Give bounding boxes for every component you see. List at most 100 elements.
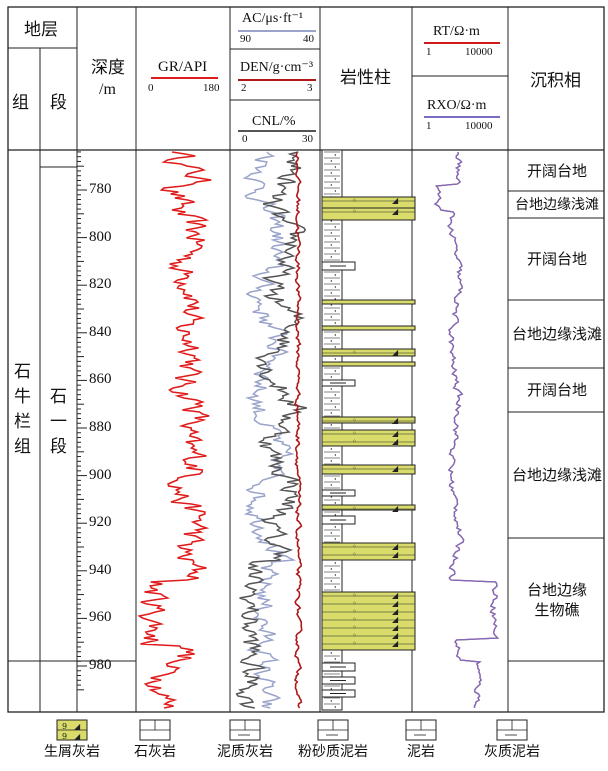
lithology-dot bbox=[334, 250, 337, 252]
lithology-dot bbox=[330, 400, 333, 402]
bed-symbol: ◢ bbox=[392, 550, 399, 559]
lithology-dot bbox=[334, 502, 337, 504]
legend-swatch-calcareous-mudstone bbox=[496, 719, 528, 741]
bed-symbol: ◢ bbox=[392, 429, 399, 438]
rxo-curve bbox=[433, 151, 500, 708]
strata-header: 地层 bbox=[24, 20, 58, 40]
lithology-dot bbox=[334, 298, 337, 300]
legend-symbol: ◢ bbox=[74, 722, 81, 731]
facies-label: 台地边缘浅滩 bbox=[511, 325, 602, 343]
bioclastic-bed bbox=[321, 348, 416, 357]
legend-swatch-bioclastic-limestone: 9 ◢ 9 ◢ bbox=[56, 719, 88, 741]
legend-label: 生屑灰岩 bbox=[44, 744, 100, 760]
lithology-dot bbox=[330, 316, 333, 318]
gr-label: GR/API bbox=[158, 59, 208, 75]
lithology-dot bbox=[330, 280, 333, 282]
lithology-dot bbox=[334, 562, 337, 564]
bed-symbol: ◦ bbox=[352, 504, 357, 513]
lithology-dot bbox=[330, 304, 333, 306]
legend-swatch-mudstone bbox=[405, 719, 437, 741]
depth-header: 深度 bbox=[91, 58, 125, 78]
facies-label: 台地边缘浅滩 bbox=[511, 466, 602, 484]
lithology-dot bbox=[330, 376, 333, 378]
legend-label: 石灰岩 bbox=[134, 744, 176, 760]
member-header: 段 bbox=[50, 93, 67, 113]
lithology-dot bbox=[330, 652, 333, 654]
depth-unit: /m bbox=[99, 81, 116, 98]
cnl-label: CNL/% bbox=[252, 114, 296, 129]
rxo-min: 1 bbox=[426, 120, 432, 132]
lithology-dot bbox=[334, 586, 337, 588]
lithology-dot bbox=[334, 406, 337, 408]
bed-symbol: ◦ bbox=[352, 348, 357, 357]
lithology-dot bbox=[334, 154, 337, 156]
depth-tick-label: 820 bbox=[89, 276, 112, 293]
rt-curve bbox=[433, 151, 500, 708]
lithology-dot bbox=[334, 574, 337, 576]
bed-symbol: ◦ bbox=[352, 591, 357, 600]
bed-symbol: ◢ bbox=[392, 623, 399, 632]
bed-symbol: ◦ bbox=[352, 550, 357, 559]
bioclastic-bed bbox=[321, 429, 416, 447]
facies-label: 台地边缘生物礁 bbox=[526, 580, 587, 619]
frame-border bbox=[7, 6, 605, 713]
ac-curve bbox=[242, 151, 297, 709]
lithology-dot bbox=[330, 424, 333, 426]
lithology-dot bbox=[334, 322, 337, 324]
lithology-dot bbox=[330, 244, 333, 246]
lithology-dot bbox=[334, 346, 337, 348]
facies-header: 沉积相 bbox=[530, 71, 581, 91]
bed-symbol: ◦ bbox=[352, 607, 357, 616]
bed-symbol: ◢ bbox=[392, 607, 399, 616]
lithology-dot bbox=[330, 220, 333, 222]
legend-label: 泥质灰岩 bbox=[217, 744, 273, 760]
lithology-dot bbox=[334, 274, 337, 276]
depth-tick-label: 960 bbox=[89, 609, 112, 626]
ac-label: AC/μs·ft⁻¹ bbox=[242, 11, 304, 26]
bioclastic-bed bbox=[321, 207, 416, 221]
lithology-dot bbox=[330, 568, 333, 570]
table-frame bbox=[7, 6, 605, 713]
bed-symbol: ◢ bbox=[392, 196, 399, 205]
depth-tick-label: 800 bbox=[89, 228, 112, 245]
legend-swatch-silty-mudstone bbox=[317, 719, 349, 741]
lithology-dot bbox=[330, 412, 333, 414]
facies-label: 开阔台地 bbox=[526, 381, 587, 399]
facies-label: 开阔台地 bbox=[526, 161, 587, 180]
lithology-dot bbox=[334, 514, 337, 516]
bed-symbol: ◦ bbox=[352, 631, 357, 640]
lithology-dot bbox=[334, 454, 337, 456]
bed-symbol: ◦ bbox=[352, 196, 357, 205]
lithology-dot bbox=[334, 226, 337, 228]
bed-symbol: ◢ bbox=[392, 631, 399, 640]
bed-symbol: ◢ bbox=[392, 615, 399, 624]
legend-label: 泥岩 bbox=[407, 744, 435, 760]
bioclastic-bed bbox=[321, 299, 416, 305]
lithology-dot bbox=[334, 310, 337, 312]
depth-tick-marks bbox=[77, 151, 87, 691]
lithology-dot bbox=[330, 460, 333, 462]
lithology-dot bbox=[330, 532, 333, 534]
lithology-dot bbox=[334, 370, 337, 372]
cnl-max: 30 bbox=[302, 133, 313, 145]
bed-symbol: ◢ bbox=[392, 416, 399, 425]
bioclastic-bed bbox=[321, 361, 416, 367]
bed-symbol: ◦ bbox=[352, 437, 357, 446]
rxo-label: RXO/Ω·m bbox=[427, 98, 487, 113]
gr-max: 180 bbox=[203, 82, 220, 94]
bioclastic-bed bbox=[321, 504, 416, 511]
legend: 9 ◢ 9 ◢ bbox=[56, 719, 528, 741]
lithology-dot bbox=[330, 160, 333, 162]
legend-symbol: 9 bbox=[62, 732, 67, 741]
lithology-dot bbox=[330, 256, 333, 258]
depth-tick-label: 980 bbox=[89, 657, 112, 673]
depth-tick-label: 840 bbox=[89, 323, 112, 340]
legend-symbol: ◢ bbox=[74, 732, 81, 741]
gr-min: 0 bbox=[148, 82, 154, 94]
lithology-dot bbox=[334, 166, 337, 168]
lithology-dot bbox=[334, 478, 337, 480]
den-max: 3 bbox=[307, 82, 313, 94]
lithology-dot bbox=[334, 658, 337, 660]
bioclastic-bed bbox=[321, 196, 416, 209]
bioclastic-bed bbox=[321, 416, 416, 424]
